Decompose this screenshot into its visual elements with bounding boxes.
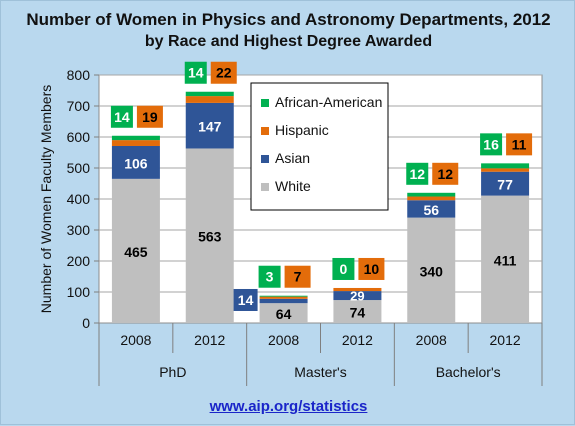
bar-segment-hispanic (259, 296, 308, 299)
y-tick-label: 300 (67, 222, 91, 238)
bar-segment-asian (481, 171, 530, 196)
y-tick-label: 800 (67, 67, 91, 83)
legend-swatch (261, 155, 269, 163)
data-label: 106 (124, 155, 148, 171)
data-label: 12 (409, 166, 425, 182)
bar-segment-african-american (111, 135, 160, 141)
bar-segment-asian (259, 298, 308, 304)
bar-segment-african-american (259, 295, 308, 297)
bar-segment-asian (333, 291, 382, 301)
data-label-box (258, 265, 281, 288)
data-label: 56 (423, 202, 439, 218)
data-label: 14 (238, 292, 254, 308)
legend-label: White (275, 178, 311, 194)
group-label: PhD (159, 364, 186, 380)
bar-segment-hispanic (407, 196, 456, 201)
data-label: 29 (350, 289, 364, 304)
bar-segment-hispanic (185, 96, 234, 103)
data-label: 10 (364, 261, 380, 277)
y-tick-label: 700 (67, 98, 91, 114)
data-label-box (358, 257, 385, 280)
legend-label: Hispanic (275, 122, 329, 138)
data-label-box (284, 265, 311, 288)
bar-segment-white (111, 178, 160, 323)
data-label: 64 (276, 306, 292, 322)
data-label: 3 (266, 269, 274, 285)
category-label: 2012 (194, 332, 225, 348)
y-tick-label: 600 (67, 129, 91, 145)
y-tick-label: 0 (82, 315, 90, 331)
data-label-box (432, 162, 459, 185)
chart-subtitle: by Race and Highest Degree Awarded (144, 33, 433, 50)
data-label: 0 (340, 261, 348, 277)
data-label-box (233, 288, 258, 311)
legend-swatch (261, 127, 269, 135)
legend-swatch (261, 183, 269, 191)
data-label-box (406, 162, 429, 185)
data-label: 14 (114, 109, 130, 125)
bar-segment-white (185, 148, 234, 323)
data-label: 22 (216, 65, 232, 81)
y-tick-label: 100 (67, 284, 91, 300)
y-tick-label: 500 (67, 160, 91, 176)
data-label: 147 (198, 119, 222, 135)
data-label-box (184, 61, 207, 84)
data-label: 14 (188, 65, 204, 81)
y-axis-label: Number of Women Faculty Members (38, 85, 54, 313)
data-label: 411 (494, 252, 517, 268)
data-label: 7 (294, 269, 302, 285)
data-label: 19 (142, 109, 158, 125)
bar-segment-african-american (481, 163, 530, 169)
data-label-box (110, 105, 133, 128)
legend-label: Asian (275, 150, 310, 166)
bar-segment-white (333, 300, 382, 323)
bar-segment-asian (407, 200, 456, 218)
data-label: 11 (512, 136, 527, 152)
data-label: 16 (483, 136, 499, 152)
category-label: 2008 (416, 332, 447, 348)
chart-title: Number of Women in Physics and Astronomy… (26, 10, 551, 29)
data-label: 77 (497, 177, 513, 193)
bar-segment-african-american (185, 91, 234, 97)
data-label-box (506, 133, 533, 156)
category-label: 2008 (120, 332, 151, 348)
bar-segment-hispanic (333, 287, 382, 292)
category-label: 2008 (268, 332, 299, 348)
legend-label: African-American (275, 94, 382, 110)
y-tick-label: 200 (67, 253, 91, 269)
bar-segment-hispanic (481, 168, 530, 172)
bar-segment-white (259, 303, 308, 323)
legend-box (250, 82, 389, 211)
data-label-box (136, 105, 163, 128)
data-label: 340 (420, 263, 444, 279)
source-link[interactable]: www.aip.org/statistics (209, 398, 368, 415)
bar-segment-hispanic (111, 140, 160, 146)
group-label: Bachelor's (436, 364, 501, 380)
bar-segment-asian (185, 102, 234, 149)
legend-swatch (261, 99, 269, 107)
bar-segment-white (407, 217, 456, 323)
data-label-box (332, 257, 355, 280)
category-label: 2012 (490, 332, 521, 348)
category-label: 2012 (342, 332, 373, 348)
bar-segment-asian (111, 145, 160, 179)
bar-segment-african-american (407, 192, 456, 197)
data-label-box (480, 133, 503, 156)
bar-segment-white (481, 195, 530, 323)
group-label: Master's (294, 364, 346, 380)
data-label: 465 (124, 244, 148, 260)
data-label: 74 (350, 305, 366, 321)
data-label: 563 (198, 229, 222, 245)
data-label-box (210, 61, 237, 84)
data-label: 12 (437, 166, 453, 182)
y-tick-label: 400 (67, 191, 91, 207)
